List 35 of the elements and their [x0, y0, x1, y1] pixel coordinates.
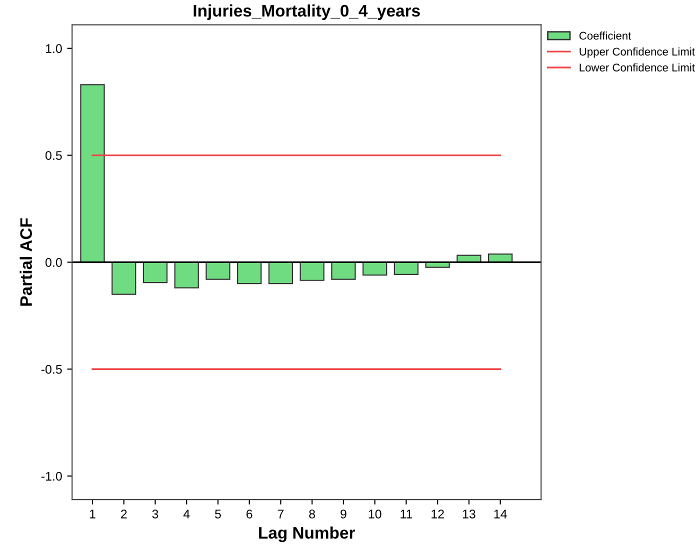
- x-tick-label: 11: [400, 510, 412, 518]
- x-tick-label: 10: [368, 510, 382, 518]
- x-tick-label: 8: [309, 510, 316, 518]
- bar: [268, 262, 294, 284]
- bar: [174, 262, 199, 288]
- x-tick-label: 3: [152, 510, 158, 518]
- x-tick-label: 1: [90, 510, 96, 518]
- bar: [112, 262, 136, 295]
- y-tick-label: 1.0: [46, 44, 62, 54]
- y-tick-label: 0.0: [45, 258, 62, 267]
- x-axis-title: Lag Number: [259, 526, 355, 542]
- bar: [142, 262, 168, 284]
- bar: [237, 262, 262, 284]
- y-tick-label: 0.5: [45, 151, 62, 160]
- x-tick-label: 14: [494, 510, 507, 518]
- bar: [331, 262, 356, 280]
- x-tick-label: 6: [246, 510, 252, 518]
- x-tick-label: 2: [121, 510, 127, 518]
- bar: [300, 262, 324, 281]
- legend-label: Lower Confidence Limit: [580, 63, 695, 72]
- y-axis-title: Partial ACF: [20, 218, 32, 306]
- bar: [394, 262, 419, 275]
- chart-title: Injuries_Mortality_0_4_years: [194, 4, 420, 20]
- x-tick-label: 12: [432, 510, 444, 518]
- x-tick-label: 9: [340, 510, 346, 518]
- bar: [80, 84, 105, 263]
- x-tick-label: 13: [462, 510, 476, 518]
- x-tick-label: 7: [278, 510, 284, 518]
- bar: [206, 262, 230, 280]
- y-tick-label: -0.5: [41, 364, 62, 374]
- legend-label: Coefficient: [579, 32, 632, 40]
- y-tick-label: -1.0: [41, 472, 62, 481]
- legend-label: Upper Confidence Limit: [580, 47, 695, 58]
- x-tick-label: 4: [183, 510, 190, 518]
- x-tick-label: 5: [215, 510, 221, 518]
